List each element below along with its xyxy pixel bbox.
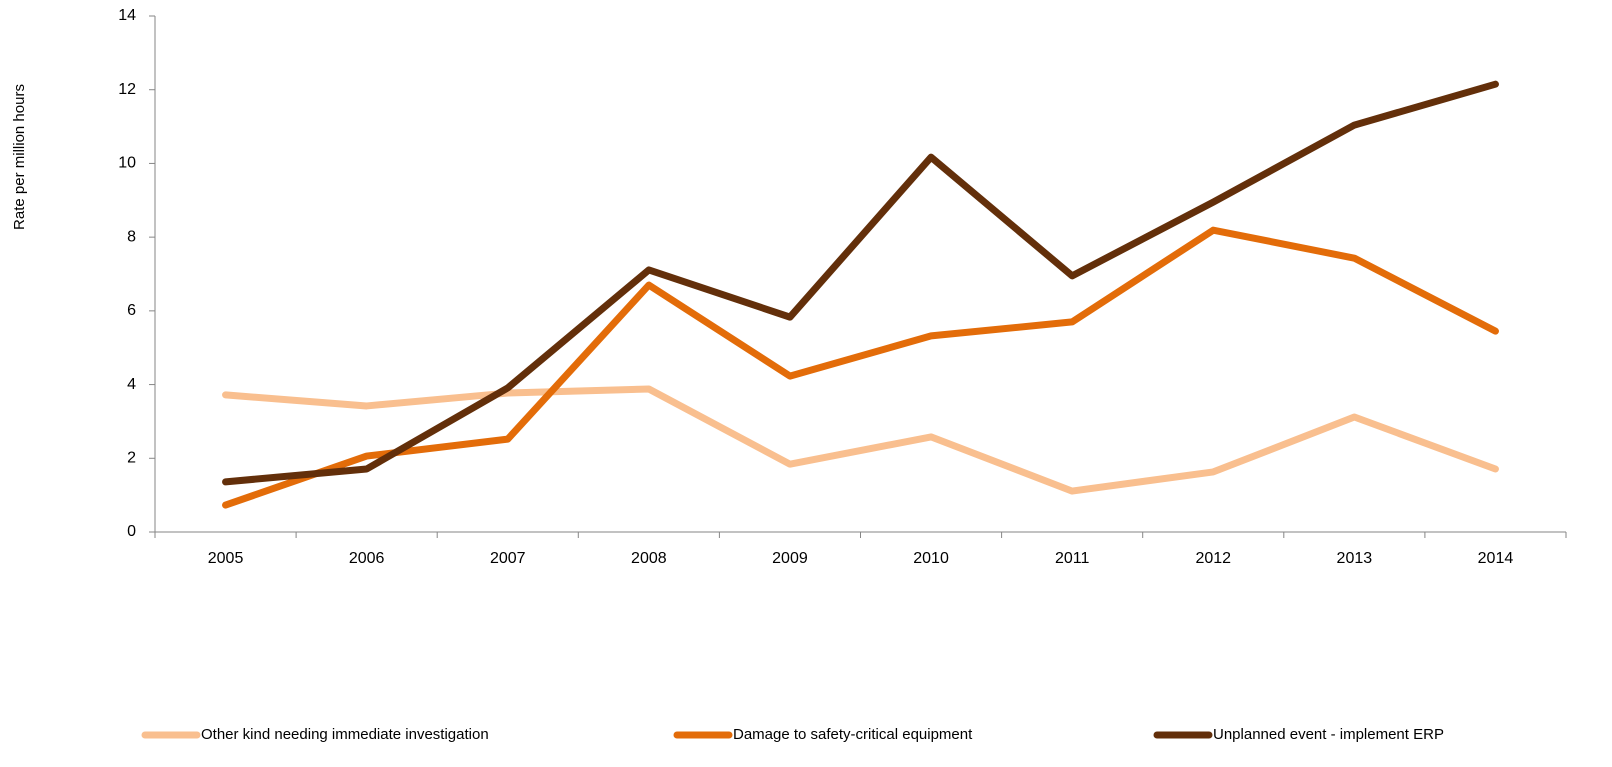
x-tick-label: 2005 bbox=[208, 550, 244, 567]
y-tick-label: 10 bbox=[118, 155, 136, 172]
x-tick-label: 2012 bbox=[1195, 550, 1231, 567]
series-line bbox=[222, 226, 1499, 509]
y-tick-label: 14 bbox=[118, 7, 136, 24]
y-tick-label: 2 bbox=[127, 450, 136, 467]
series-line bbox=[222, 385, 1499, 495]
x-tick-label: 2013 bbox=[1337, 550, 1373, 567]
legend-label: Damage to safety-critical equipment bbox=[733, 726, 973, 743]
series-line bbox=[222, 80, 1499, 486]
y-tick-label: 8 bbox=[127, 228, 136, 245]
legend-label: Other kind needing immediate investigati… bbox=[201, 726, 489, 743]
y-axis-label: Rate per million hours bbox=[11, 84, 28, 230]
x-tick-label: 2009 bbox=[772, 550, 808, 567]
y-tick-label: 0 bbox=[127, 523, 136, 540]
x-tick-label: 2014 bbox=[1478, 550, 1514, 567]
x-tick-label: 2008 bbox=[631, 550, 667, 567]
x-tick-label: 2007 bbox=[490, 550, 526, 567]
x-tick-label: 2010 bbox=[913, 550, 949, 567]
legend-label: Unplanned event - implement ERP bbox=[1213, 726, 1444, 743]
y-tick-label: 12 bbox=[118, 81, 136, 98]
x-tick-label: 2011 bbox=[1055, 550, 1090, 567]
y-tick-label: 4 bbox=[127, 376, 136, 393]
x-tick-label: 2006 bbox=[349, 550, 385, 567]
y-tick-label: 6 bbox=[127, 302, 136, 319]
